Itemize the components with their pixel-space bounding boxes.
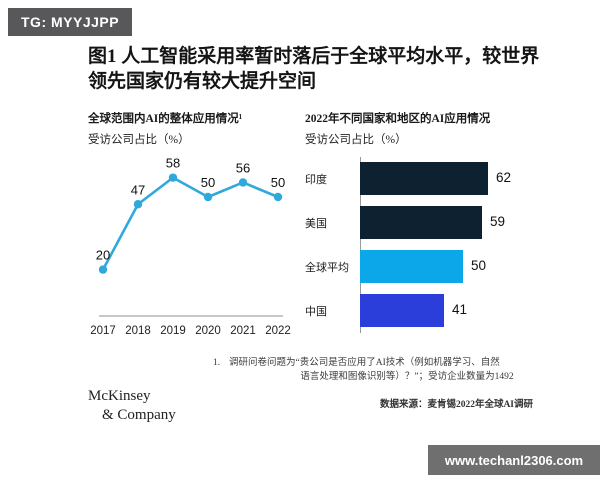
bar-value-label: 41 [452,302,468,317]
line-chart-header: 全球范围内AI的整体应用情况¹ 受访公司占比（%） [88,110,242,147]
bar-category-label: 印度 [305,173,327,186]
line-chart-value-label: 50 [271,175,285,190]
bar-value-label: 59 [490,214,506,229]
line-chart-point [238,178,248,187]
bar [360,294,444,327]
bar-track: 41 [360,294,555,327]
x-axis-tick-label: 2020 [195,325,221,337]
bar-category-label: 美国 [305,217,327,230]
line-chart-point [203,192,213,202]
telegram-badge: TG: MYYJJPP [8,8,133,36]
bar-track: 59 [360,206,555,239]
line-chart-title: 全球范围内AI的整体应用情况¹ [88,113,243,125]
footnote-line2: 语言处理和图像识别等）？”；受访企业数量为1492 [300,371,514,382]
line-chart-value-label: 56 [236,160,250,175]
line-chart-value-label: 50 [201,175,215,190]
bar-chart: 印度 62 美国 59 全球平均 50 中国 41 [305,157,555,338]
line-chart-value-label: 20 [96,248,110,263]
bar-row: 中国 41 [305,294,555,327]
x-axis-tick-label: 2017 [90,325,116,337]
bar-row: 美国 59 [305,206,555,239]
bar-row: 全球平均 50 [305,250,555,283]
bar-category-label: 中国 [305,305,327,318]
bar-chart-title: 2022年不同国家和地区的AI应用情况 [305,113,491,125]
x-axis-tick-label: 2021 [230,325,256,337]
line-chart-subtitle: 受访公司占比（%） [88,134,190,146]
footnote-line1: 调研问卷问题为“贵公司是否应用了AI技术（例如机器学习、自然 [229,358,500,368]
bar-chart-axis-line [360,157,361,333]
bar-category-label: 全球平均 [305,261,349,274]
logo-line1: McKinsey [88,388,151,404]
x-axis-tick-label: 2018 [125,325,151,337]
line-chart-point [168,173,178,182]
x-axis-tick-label: 2022 [265,325,291,337]
data-source: 数据来源：麦肯锡2022年全球AI调研 [379,400,533,410]
bar [360,250,463,283]
line-chart: 20 47 58 50 56 50 2017 2018 2019 2020 2021 2022 [90,156,291,337]
logo-line2: & Company [102,406,176,423]
figure-title: 图1 人工智能采用率暂时落后于全球平均水平，较世界领先国家仍有较大提升空间 [88,46,540,93]
line-chart-point [98,265,108,274]
line-series [101,176,280,271]
footnote: 1. 调研问卷问题为“贵公司是否应用了AI技术（例如机器学习、自然 语言处理和图… [213,357,585,385]
line-chart-point [133,200,143,209]
bar-track: 50 [360,250,555,283]
bar [360,162,488,195]
mckinsey-logo: McKinsey & Company [88,387,176,425]
line-chart-value-label: 58 [166,156,180,171]
bar-value-label: 62 [496,170,512,185]
watermark-badge[interactable]: www.techanl2306.com [428,445,600,475]
bar [360,206,482,239]
bar-value-label: 50 [471,258,487,273]
x-axis-tick-label: 2019 [160,325,186,337]
line-chart-point [273,192,283,202]
line-chart-value-label: 47 [131,182,145,197]
bar-chart-subtitle: 受访公司占比（%） [305,134,407,146]
footnote-marker: 1. [213,358,221,368]
bar-row: 印度 62 [305,162,555,195]
bar-track: 62 [360,162,555,195]
bar-chart-header: 2022年不同国家和地区的AI应用情况 受访公司占比（%） [305,110,490,147]
